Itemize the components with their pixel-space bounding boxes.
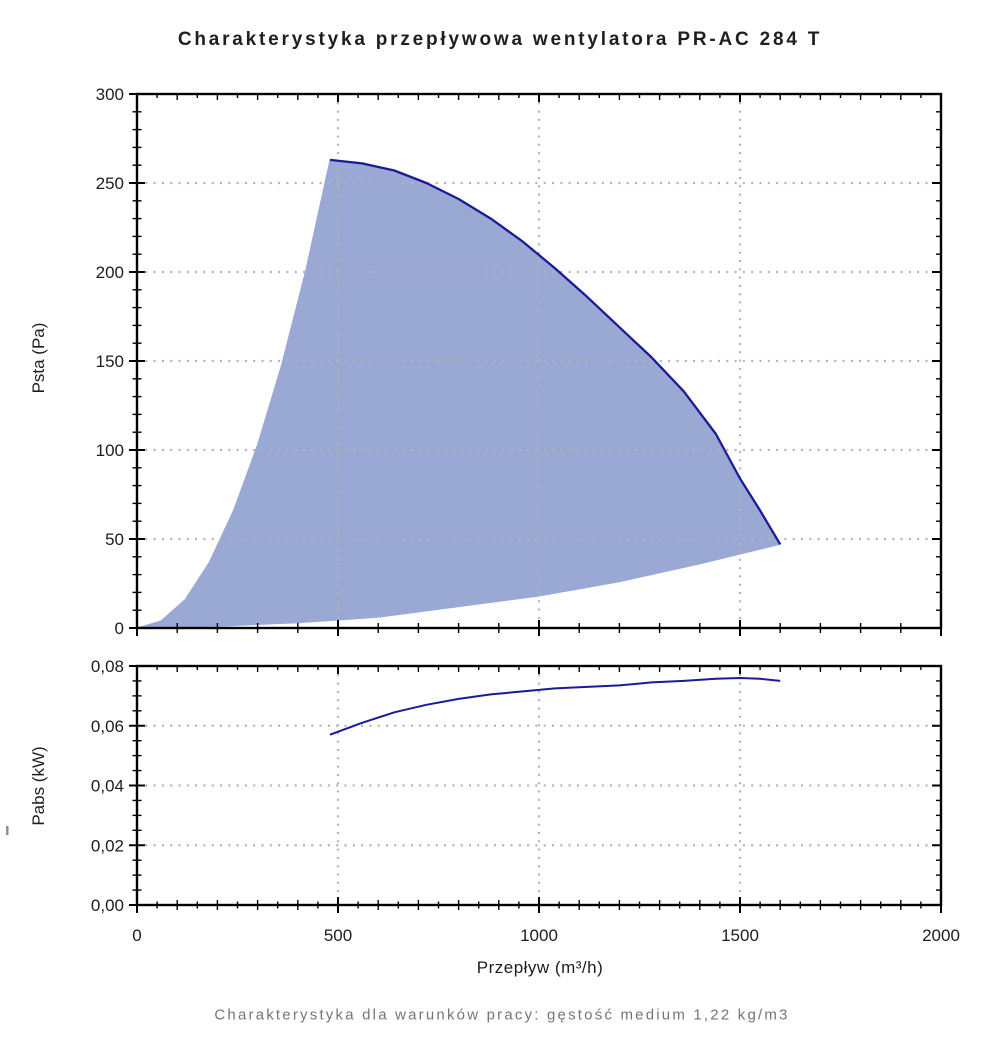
x-tick-label: 500	[324, 926, 352, 945]
pabs-axis-label: Pabs (kW)	[29, 746, 48, 826]
y-tick-label: 300	[96, 85, 124, 104]
x-tick-label: 2000	[922, 926, 960, 945]
plot-border	[135, 664, 943, 907]
flow-axis-label: Przepływ (m³/h)	[476, 958, 604, 977]
x-tick-label: 0	[132, 926, 141, 945]
y-tick-label: 0,02	[91, 836, 124, 855]
y-tick-label: 50	[105, 530, 124, 549]
chart-title: Charakterystyka przepływowa wentylatora …	[177, 29, 823, 50]
y-tick-label: 100	[96, 441, 124, 460]
stray-mark	[6, 826, 9, 835]
y-tick-label: 0	[115, 619, 124, 638]
y-tick-label: 0,00	[91, 896, 124, 915]
y-tick-label: 200	[96, 263, 124, 282]
fan-curve-line	[329, 158, 782, 545]
y-tick-label: 150	[96, 352, 124, 371]
y-tick-label: 0,08	[91, 657, 124, 676]
conditions-caption: Charakterystyka dla warunków pracy: gęst…	[214, 1006, 790, 1024]
pabs-curve-line	[329, 677, 781, 736]
x-tick-label: 1000	[520, 926, 558, 945]
y-tick-label: 250	[96, 174, 124, 193]
y-tick-label: 0,04	[91, 777, 124, 796]
x-tick-label: 1500	[721, 926, 759, 945]
y-tick-label: 0,06	[91, 717, 124, 736]
operating-envelope-fill	[136, 159, 781, 629]
psta-axis-label: Psta (Pa)	[29, 322, 48, 394]
